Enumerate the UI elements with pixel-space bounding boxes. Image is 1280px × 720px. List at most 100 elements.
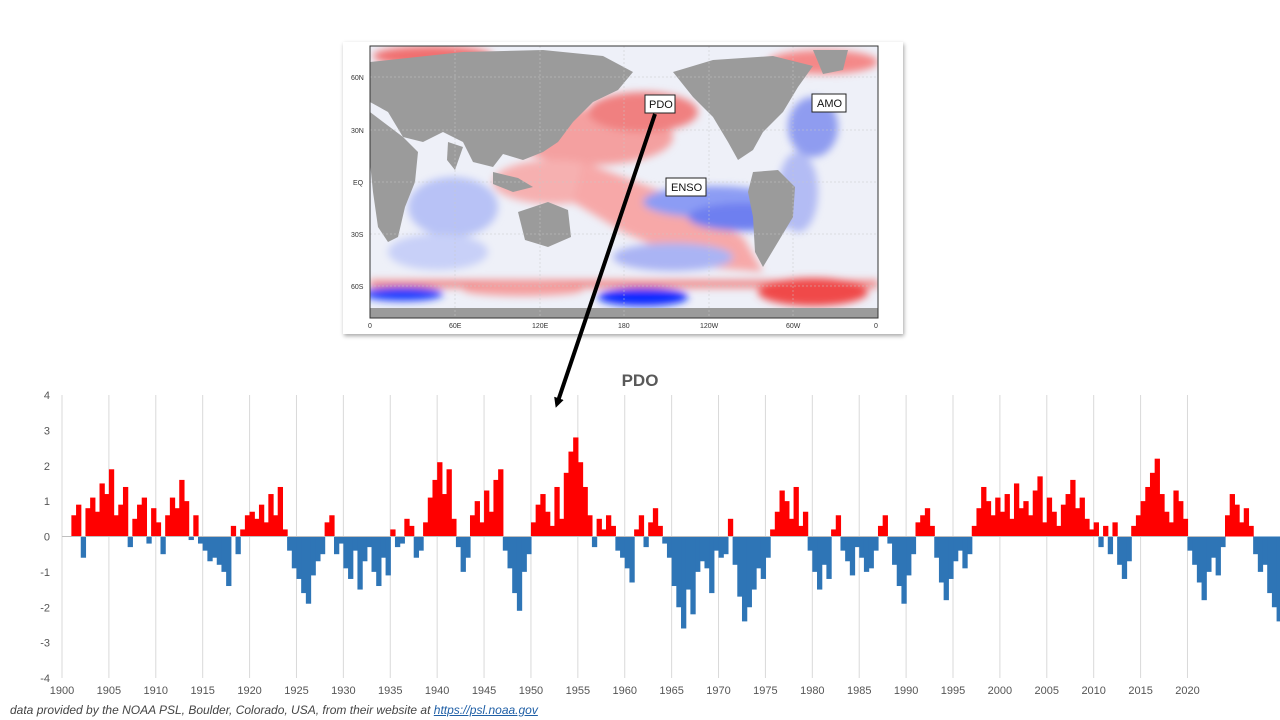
- positive-bar: [1103, 525, 1109, 537]
- positive-bar: [877, 525, 884, 537]
- negative-bar: [202, 536, 208, 551]
- positive-bar: [1018, 508, 1024, 537]
- negative-bar: [620, 536, 626, 558]
- positive-bar: [610, 525, 616, 537]
- positive-bar: [141, 497, 148, 537]
- source-note-text: data provided by the NOAA PSL, Boulder, …: [10, 703, 434, 717]
- positive-bar: [282, 529, 288, 537]
- negative-bar: [371, 536, 377, 572]
- positive-bar: [390, 529, 396, 537]
- negative-bar: [146, 536, 152, 544]
- positive-bar: [1131, 525, 1137, 537]
- positive-bar: [657, 525, 663, 537]
- negative-bar: [826, 536, 832, 579]
- negative-bar: [296, 536, 302, 579]
- negative-bar: [666, 536, 673, 558]
- positive-bar: [132, 518, 138, 537]
- positive-bar: [165, 515, 171, 537]
- negative-bar: [1098, 536, 1104, 548]
- negative-bar: [460, 536, 466, 572]
- positive-bar: [784, 501, 790, 537]
- lon-label: 60E: [449, 323, 462, 330]
- negative-bar: [502, 536, 509, 551]
- negative-bar: [1192, 536, 1198, 565]
- positive-bar: [1051, 511, 1057, 537]
- negative-bar: [357, 536, 363, 590]
- negative-bar: [385, 536, 391, 576]
- positive-bar: [540, 494, 546, 537]
- negative-bar: [704, 536, 710, 569]
- negative-bar: [526, 536, 532, 555]
- positive-bar: [727, 518, 734, 537]
- positive-bar: [249, 511, 255, 537]
- positive-bar: [1182, 518, 1189, 537]
- negative-bar: [1126, 536, 1132, 562]
- negative-bar: [348, 536, 354, 579]
- negative-bar: [765, 536, 771, 558]
- positive-bar: [587, 515, 593, 537]
- negative-bar: [1253, 536, 1259, 555]
- x-tick-label: 2000: [988, 685, 1012, 697]
- negative-bar: [713, 536, 720, 551]
- negative-bar: [188, 536, 194, 541]
- positive-bar: [1173, 490, 1179, 537]
- positive-bar: [423, 522, 429, 537]
- negative-bar: [695, 536, 701, 572]
- positive-bar: [432, 479, 438, 537]
- negative-bar: [212, 536, 218, 558]
- positive-bar: [94, 511, 101, 537]
- lon-label: 60W: [786, 323, 801, 330]
- positive-bar: [1070, 479, 1076, 537]
- positive-bar: [882, 515, 888, 537]
- lat-label: 30S: [351, 232, 364, 239]
- negative-bar: [319, 536, 326, 555]
- negative-bar: [953, 536, 959, 562]
- positive-bar: [1149, 472, 1156, 537]
- positive-bar: [268, 494, 274, 537]
- x-tick-label: 1935: [378, 685, 402, 697]
- positive-bar: [498, 469, 504, 537]
- positive-bar: [1248, 525, 1254, 537]
- x-tick-label: 2005: [1035, 685, 1059, 697]
- positive-bar: [1037, 476, 1043, 537]
- negative-bar: [723, 536, 729, 555]
- negative-bar: [896, 536, 903, 587]
- y-tick-label: 4: [44, 390, 50, 402]
- positive-bar: [924, 508, 931, 537]
- positive-bar: [549, 525, 555, 537]
- positive-bar: [568, 451, 574, 537]
- positive-bar: [324, 522, 330, 537]
- positive-bar: [582, 486, 588, 537]
- negative-bar: [840, 536, 846, 551]
- negative-bar: [910, 536, 917, 555]
- positive-bar: [1234, 504, 1240, 537]
- y-tick-label: 1: [44, 496, 50, 508]
- svg-text:ENSO: ENSO: [671, 182, 703, 194]
- lon-label: 120E: [532, 323, 549, 330]
- positive-bar: [183, 501, 190, 537]
- positive-bar: [1032, 490, 1039, 537]
- positive-bar: [835, 515, 842, 537]
- negative-bar: [741, 536, 748, 622]
- positive-bar: [788, 518, 795, 537]
- positive-bar: [427, 497, 434, 537]
- negative-bar: [873, 536, 879, 551]
- positive-bar: [1046, 497, 1053, 537]
- negative-bar: [310, 536, 316, 576]
- negative-bar: [849, 536, 856, 576]
- negative-bar: [709, 536, 715, 594]
- negative-bar: [671, 536, 677, 587]
- source-link[interactable]: https://psl.noaa.gov: [433, 703, 538, 717]
- x-tick-label: 1990: [894, 685, 918, 697]
- x-tick-label: 1955: [566, 685, 590, 697]
- positive-bar: [1060, 504, 1067, 537]
- x-axis-ticks: 1900 1905 1910 1915 1920 1925 1930 1935 1940 1945…: [50, 685, 1200, 697]
- positive-bar: [530, 522, 537, 537]
- positive-bar: [1028, 515, 1034, 537]
- negative-bar: [934, 536, 940, 558]
- region-label-amo: AMO: [811, 93, 847, 113]
- x-tick-label: 1930: [331, 685, 355, 697]
- positive-bar: [990, 515, 996, 537]
- negative-bar: [127, 536, 133, 548]
